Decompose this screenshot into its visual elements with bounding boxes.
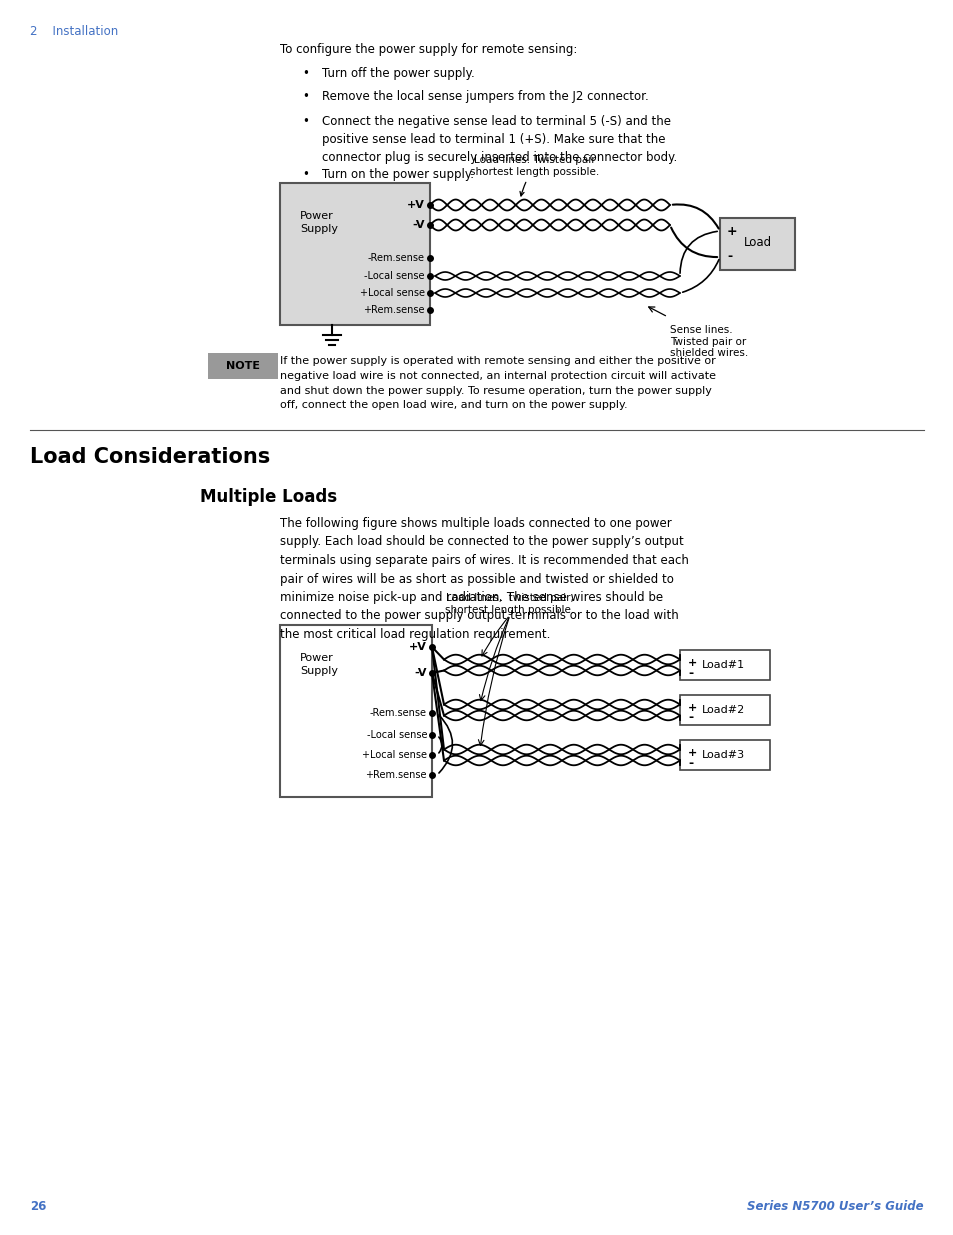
Text: +Rem.sense: +Rem.sense: [365, 769, 427, 781]
Text: Turn off the power supply.: Turn off the power supply.: [322, 67, 475, 80]
Bar: [720, 219, 794, 270]
Bar: [208, 353, 277, 379]
Text: Multiple Loads: Multiple Loads: [200, 488, 336, 506]
Text: 2    Installation: 2 Installation: [30, 25, 118, 38]
Text: -Rem.sense: -Rem.sense: [368, 253, 424, 263]
Text: Load#1: Load#1: [701, 659, 744, 671]
Bar: [679, 695, 769, 725]
Text: +V: +V: [409, 642, 427, 652]
Text: -: -: [687, 711, 693, 725]
Text: Connect the negative sense lead to terminal 5 (-S) and the
positive sense lead t: Connect the negative sense lead to termi…: [322, 115, 677, 164]
Text: To configure the power supply for remote sensing:: To configure the power supply for remote…: [280, 43, 577, 56]
Text: +: +: [687, 748, 697, 758]
Text: •: •: [302, 90, 309, 103]
Text: -: -: [687, 757, 693, 769]
Text: Load Considerations: Load Considerations: [30, 447, 270, 467]
Text: +Rem.sense: +Rem.sense: [363, 305, 424, 315]
Bar: [280, 183, 430, 325]
Text: +: +: [726, 225, 737, 237]
Text: -: -: [687, 667, 693, 679]
Text: +Local sense: +Local sense: [359, 288, 424, 298]
Text: Load: Load: [742, 236, 771, 248]
Text: Load#3: Load#3: [701, 750, 744, 760]
Text: Power
Supply: Power Supply: [299, 653, 337, 677]
Text: Load lines. Twisted pair
shortest length possible.: Load lines. Twisted pair shortest length…: [470, 156, 599, 196]
Text: If the power supply is operated with remote sensing and either the positive or
n: If the power supply is operated with rem…: [280, 356, 716, 410]
Text: -Local sense: -Local sense: [364, 270, 424, 282]
Bar: [679, 650, 769, 680]
Text: NOTE: NOTE: [226, 361, 260, 370]
Text: 26: 26: [30, 1200, 47, 1213]
Text: Turn on the power supply.: Turn on the power supply.: [322, 168, 474, 182]
Text: -Local sense: -Local sense: [366, 730, 427, 740]
Text: The following figure shows multiple loads connected to one power
supply. Each lo: The following figure shows multiple load…: [280, 517, 688, 641]
Bar: [280, 625, 432, 797]
Text: •: •: [302, 168, 309, 182]
Text: +V: +V: [407, 200, 424, 210]
Text: Series N5700 User’s Guide: Series N5700 User’s Guide: [746, 1200, 923, 1213]
Text: Load lines,  twisted pair,
shortest length possible.: Load lines, twisted pair, shortest lengt…: [445, 593, 574, 615]
Text: -V: -V: [414, 668, 427, 678]
Text: •: •: [302, 115, 309, 128]
Text: -V: -V: [412, 220, 424, 230]
Text: -: -: [726, 251, 731, 263]
Text: +: +: [687, 703, 697, 713]
Text: Load#2: Load#2: [701, 705, 744, 715]
Text: +: +: [687, 658, 697, 668]
Text: Remove the local sense jumpers from the J2 connector.: Remove the local sense jumpers from the …: [322, 90, 648, 103]
Text: -Rem.sense: -Rem.sense: [370, 708, 427, 718]
Text: Power
Supply: Power Supply: [299, 211, 337, 235]
Text: +Local sense: +Local sense: [361, 750, 427, 760]
Text: •: •: [302, 67, 309, 80]
Bar: [679, 740, 769, 769]
Text: Sense lines.
Twisted pair or
shielded wires.: Sense lines. Twisted pair or shielded wi…: [669, 325, 747, 358]
